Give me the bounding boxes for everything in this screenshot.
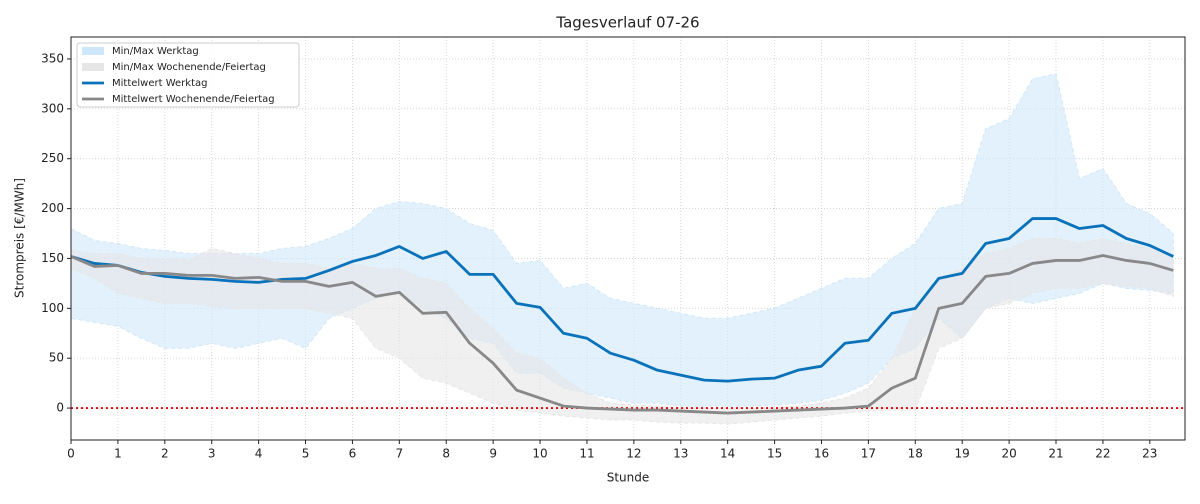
plot-frame	[70, 36, 1186, 441]
x-tick-label: 0	[67, 447, 75, 461]
y-tick-label: 300	[41, 101, 64, 115]
x-tick-label: 3	[208, 447, 216, 461]
legend-box	[76, 42, 300, 108]
x-axis-label: Stunde	[607, 471, 650, 485]
y-tick-label: 100	[41, 301, 64, 315]
legend-label: Min/Max Wochenende/Feiertag	[112, 62, 266, 73]
x-tick-label: 16	[814, 447, 829, 461]
legend-swatch	[82, 63, 104, 71]
y-tick-label: 200	[41, 201, 64, 215]
x-tick-label: 20	[1001, 447, 1016, 461]
x-tick-label: 13	[673, 447, 688, 461]
x-tick-label: 8	[442, 447, 450, 461]
plot	[71, 73, 1185, 425]
x-tick-label: 17	[861, 447, 876, 461]
x-tick-label: 23	[1142, 447, 1157, 461]
chart-title: Tagesverlauf 07-26	[555, 14, 699, 32]
x-tick-label: 19	[955, 447, 970, 461]
y-tick-label: 250	[41, 151, 64, 165]
series-line	[71, 217, 1174, 383]
band-area	[71, 73, 1174, 407]
x-tick-label: 11	[579, 447, 594, 461]
y-tick-label: 350	[41, 51, 64, 65]
x-tick-label: 7	[396, 447, 404, 461]
y-tick-label: 0	[56, 401, 64, 415]
x-tick-label: 2	[161, 447, 169, 461]
legend-label: Min/Max Werktag	[112, 46, 199, 57]
legend-swatch	[82, 47, 104, 55]
x-tick-label: 14	[720, 447, 735, 461]
x-tick-label: 10	[532, 447, 547, 461]
band-area	[71, 237, 1174, 425]
x-tick-label: 6	[349, 447, 357, 461]
legend: Min/Max Werktag Min/Max Wochenende/Feiert…	[76, 42, 300, 108]
x-tick-label: 1	[114, 447, 122, 461]
x-tick-label: 18	[908, 447, 923, 461]
legend-label: Mittelwert Wochenende/Feiertag	[112, 94, 275, 105]
x-tick-label: 4	[255, 447, 263, 461]
x-tick-label: 15	[767, 447, 782, 461]
x-tick-label: 5	[302, 447, 310, 461]
x-tick-label: 9	[489, 447, 497, 461]
series-line	[71, 254, 1174, 415]
y-tick-label: 50	[49, 351, 64, 365]
legend-label: Mittelwert Werktag	[112, 78, 207, 89]
y-tick-label: 150	[41, 251, 64, 265]
x-tick-label: 22	[1095, 447, 1110, 461]
x-tick-label: 21	[1048, 447, 1063, 461]
y-axis-label: Strompreis [€/MWh]	[13, 178, 27, 298]
x-tick-label: 12	[626, 447, 641, 461]
